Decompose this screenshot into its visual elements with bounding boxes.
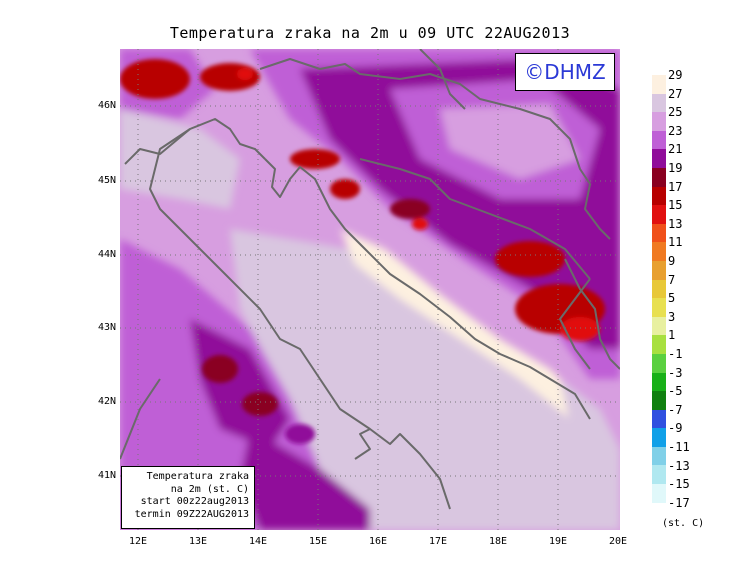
colorbar-label: 3: [668, 309, 676, 324]
info-line-4: termin 09Z22AUG2013: [134, 508, 249, 520]
colorbar-swatch: [652, 279, 666, 299]
colorbar-swatch: [652, 391, 666, 410]
colorbar-swatch: [652, 372, 666, 392]
lon-label-12e: 12E: [128, 536, 148, 547]
colorbar-label: 1: [668, 328, 676, 343]
colorbar-label: 5: [668, 291, 676, 306]
colorbar-label: -17: [668, 495, 690, 510]
lon-label-20e: 20E: [608, 536, 628, 547]
colorbar-swatch: [652, 75, 666, 94]
lon-label-15e: 15E: [308, 536, 328, 547]
colorbar-swatch: [652, 167, 666, 187]
colorbar-swatch: [652, 316, 666, 336]
colorbar-swatch: [652, 149, 666, 168]
colorbar-swatch: [652, 465, 666, 485]
colorbar-label: 27: [668, 86, 683, 101]
colorbar-swatch: [652, 93, 666, 113]
colorbar-label: 15: [668, 198, 683, 213]
lon-label-16e: 16E: [368, 536, 388, 547]
colorbar-label: 11: [668, 235, 683, 250]
lat-label-41n: 41N: [97, 470, 116, 481]
colorbar-label: 19: [668, 161, 683, 175]
colorbar-swatch: [652, 112, 666, 131]
lon-label-13e: 13E: [188, 536, 208, 547]
colorbar-label: -7: [668, 402, 683, 417]
colorbar-label: 23: [668, 123, 683, 138]
colorbar-swatch: [652, 335, 666, 354]
colorbar-swatch: [652, 186, 666, 206]
colorbar-label: -11: [668, 440, 690, 454]
info-box: Temperatura zraka na 2m (st. C) start 00…: [121, 466, 255, 529]
colorbar-swatch: [652, 409, 666, 429]
lon-label-19e: 19E: [548, 536, 568, 547]
colorbar-unit: (st. C): [662, 518, 705, 529]
colorbar-swatch: [652, 242, 666, 261]
colorbar-label: 17: [668, 179, 683, 194]
colorbar-swatch: [652, 130, 666, 150]
colorbar-swatch: [652, 484, 666, 503]
colorbar-label: -9: [668, 421, 683, 436]
lat-label-42n: 42N: [97, 396, 116, 407]
lat-label-46n: 46N: [97, 100, 116, 111]
lon-label-18e: 18E: [488, 536, 508, 547]
info-line-3: start 00z22aug2013: [140, 496, 249, 508]
colorbar-swatch: [652, 446, 666, 466]
lat-label-43n: 43N: [97, 322, 116, 333]
colorbar-label: -15: [668, 477, 690, 492]
colorbar-swatch: [652, 223, 666, 243]
colorbar-label: -3: [668, 365, 683, 380]
colorbar-label: 21: [668, 142, 683, 157]
colorbar-swatch: [652, 428, 666, 447]
colorbar-label: 7: [668, 272, 676, 287]
colorbar: [652, 75, 666, 503]
info-line-1: Temperatura zraka: [146, 471, 249, 482]
colorbar-label: 9: [668, 254, 676, 268]
colorbar-swatch: [652, 205, 666, 224]
colorbar-label: 29: [668, 68, 683, 82]
info-line-2: na 2m (st. C): [170, 483, 249, 495]
colorbar-label: 25: [668, 105, 683, 120]
dhmz-logo: ©DHMZ: [515, 53, 615, 91]
colorbar-label: -1: [668, 347, 683, 361]
lon-label-14e: 14E: [248, 536, 268, 547]
colorbar-swatch: [652, 260, 666, 280]
colorbar-swatch: [652, 353, 666, 373]
temperature-map: [120, 49, 620, 530]
colorbar-swatch: [652, 298, 666, 317]
lat-label-45n: 45N: [97, 175, 116, 186]
lon-label-17e: 17E: [428, 536, 448, 547]
map-title: Temperatura zraka na 2m u 09 UTC 22AUG20…: [169, 24, 571, 42]
lat-label-44n: 44N: [97, 249, 116, 260]
colorbar-label: 13: [668, 216, 683, 231]
colorbar-label: -13: [668, 458, 690, 473]
colorbar-label: -5: [668, 384, 683, 399]
